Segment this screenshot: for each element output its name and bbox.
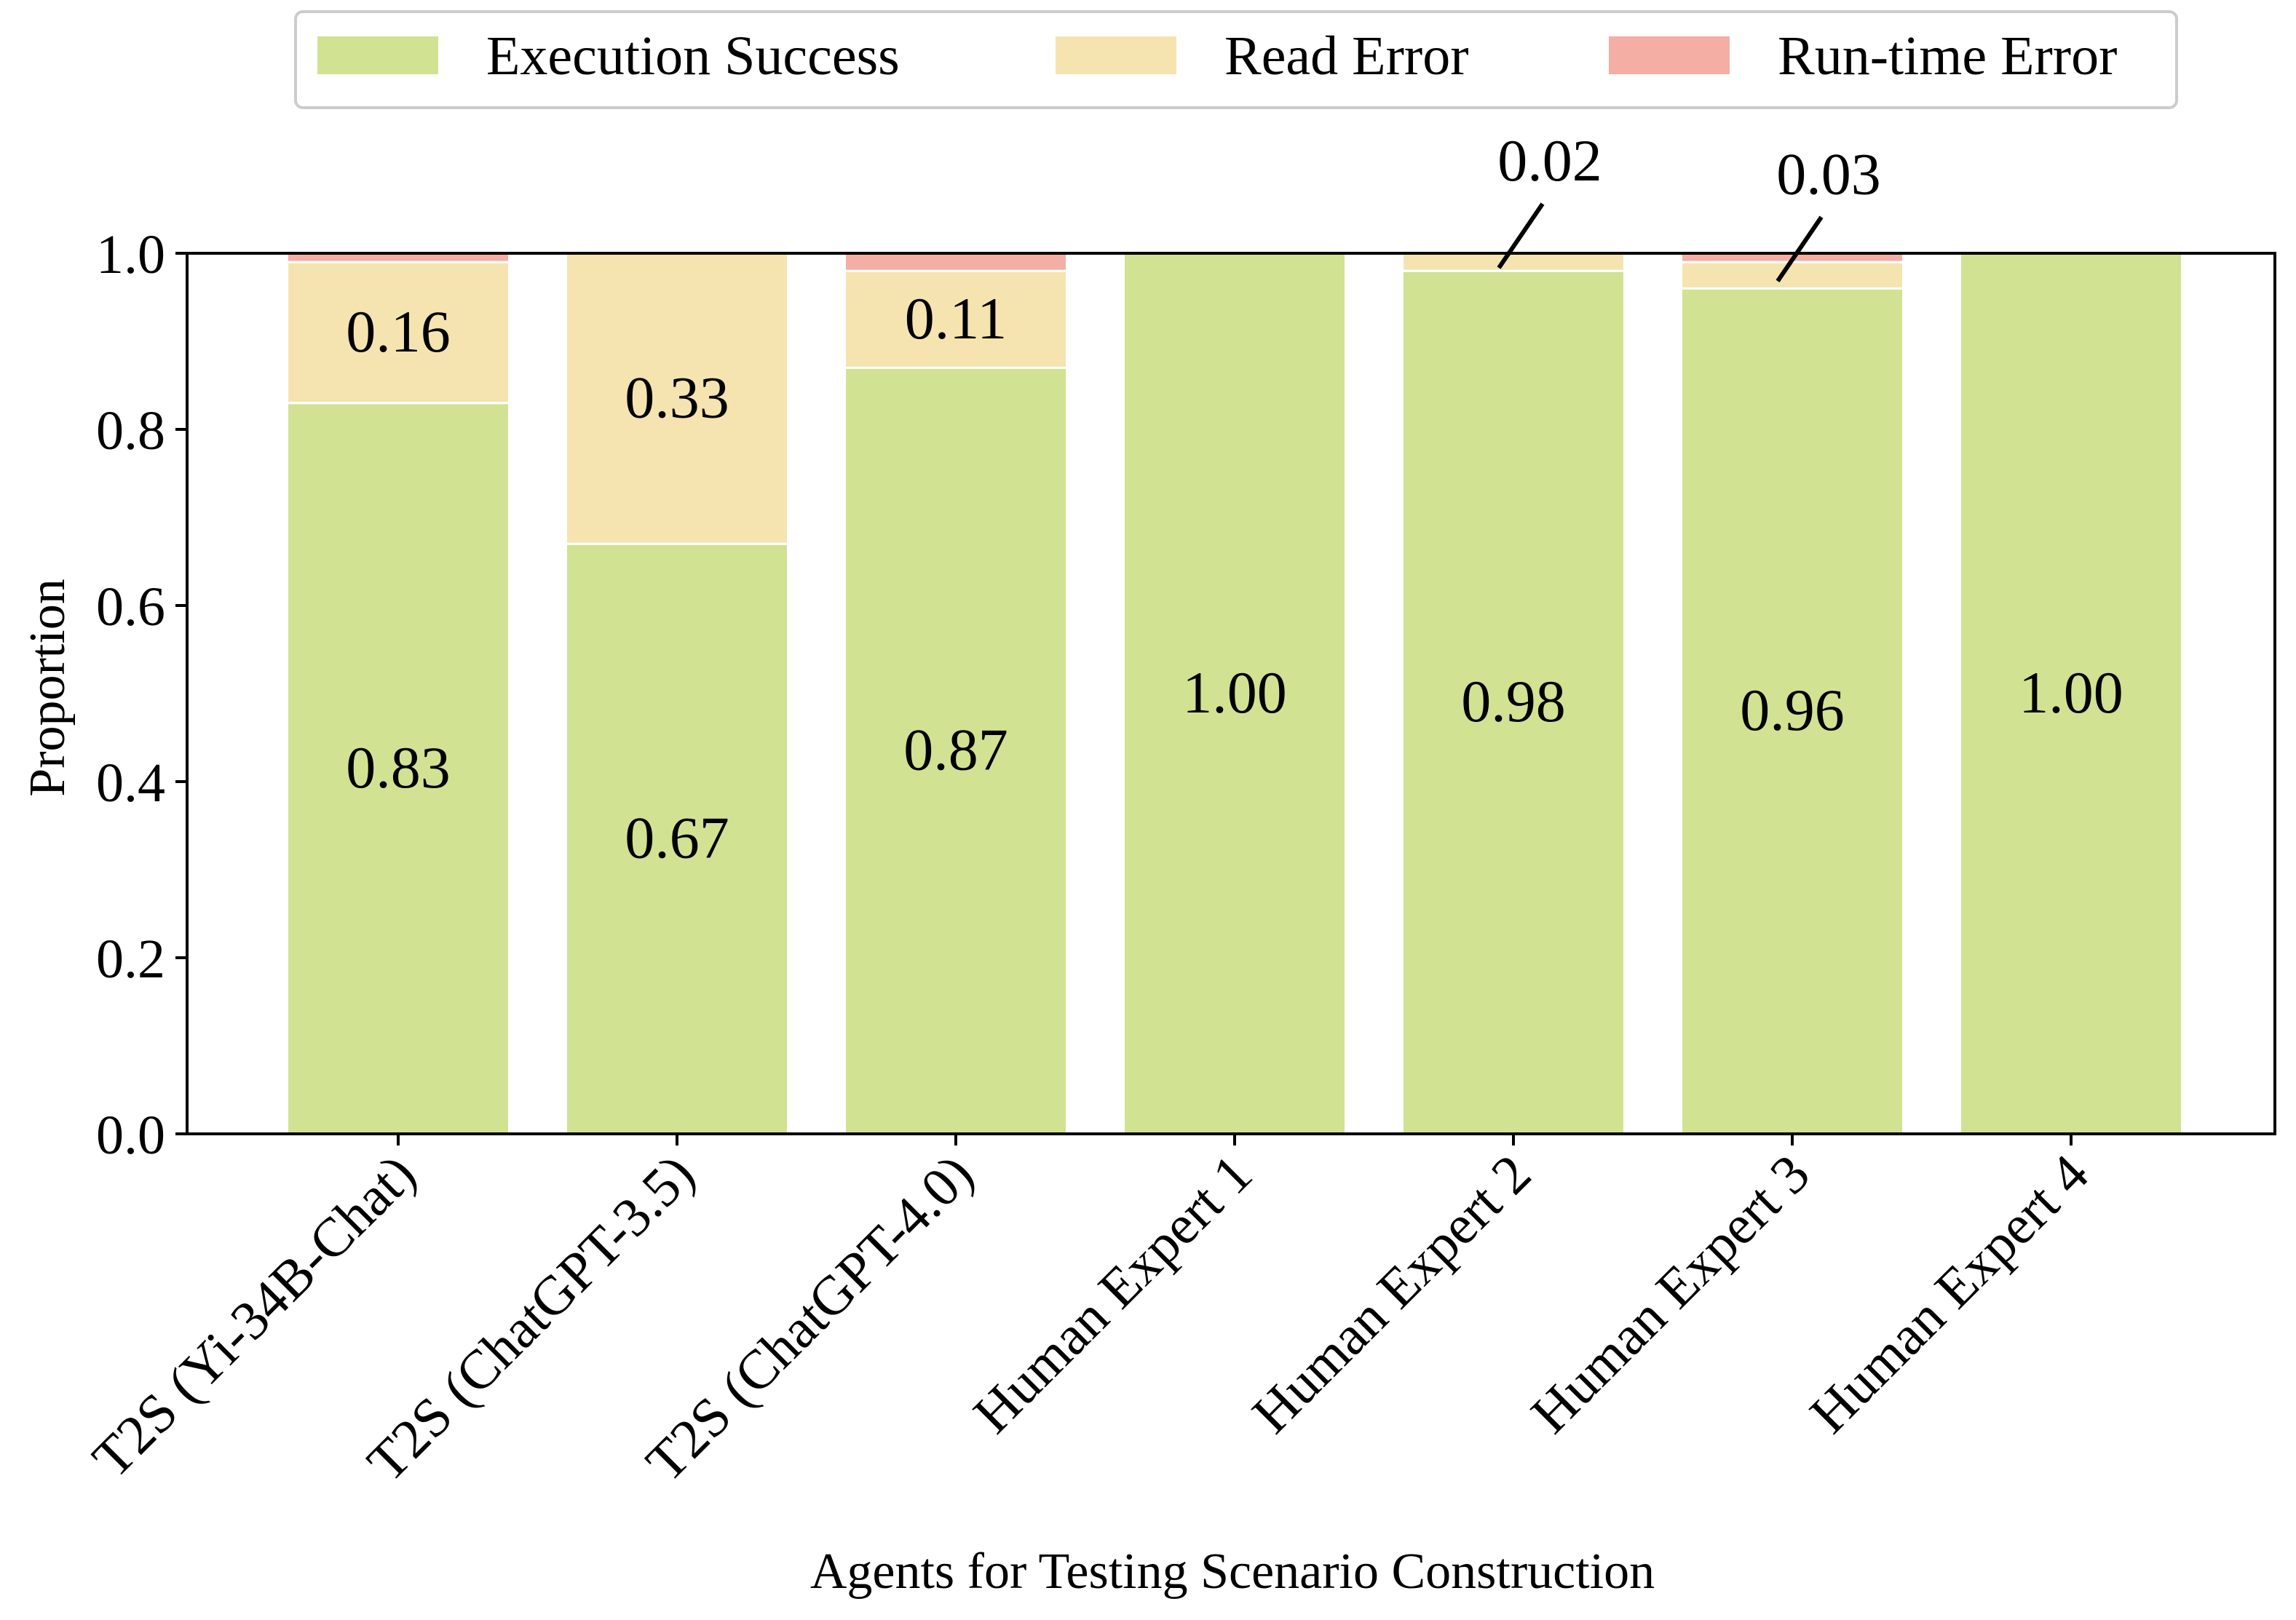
label-success-3: 1.00	[1182, 659, 1287, 726]
callout-line-4	[1497, 202, 1545, 269]
label-success-2: 0.87	[903, 717, 1008, 783]
bar-execution-success-6	[1959, 252, 2183, 1135]
bar-execution-success-5	[1680, 287, 1904, 1135]
label-success-5: 0.96	[1740, 677, 1845, 743]
bar-execution-success-2	[844, 366, 1068, 1135]
legend-swatch-2	[1609, 36, 1730, 74]
bar-execution-success-1	[565, 542, 789, 1135]
legend-swatch-1	[1056, 36, 1176, 74]
x-tick-label-4: Human Expert 2	[1240, 1143, 1543, 1445]
y-tick-label-0: 0.0	[96, 1105, 165, 1166]
legend-box	[294, 10, 2178, 109]
y-tick-label-4: 0.8	[96, 400, 165, 461]
y-axis-label: Proportion	[20, 579, 76, 796]
x-tick-label-5: Human Expert 3	[1519, 1143, 1821, 1445]
plot-frame	[186, 252, 2276, 1135]
label-success-6: 1.00	[2019, 659, 2123, 726]
bars	[286, 252, 2183, 1135]
bar-execution-success-0	[286, 402, 510, 1135]
x-axis-label: Agents for Testing Scenario Construction	[810, 1544, 1655, 1600]
y-tick-label-1: 0.2	[96, 929, 165, 990]
y-tick-label-5: 1.0	[96, 224, 165, 285]
callout-line-5	[1776, 215, 1824, 282]
legend: Execution Success Read Error Run-time Erro…	[294, 10, 2178, 109]
bar-read-error-2	[844, 269, 1068, 369]
y-tick-label-3: 0.6	[96, 576, 165, 638]
data-labels: 0.83 0.16 0.67 0.33 0.87 0.11 1.00 0.98 0.02 0.96…	[346, 127, 2123, 871]
label-success-4: 0.98	[1461, 668, 1566, 734]
label-read-error-0: 0.16	[346, 298, 451, 365]
legend-swatch-0	[317, 36, 438, 74]
label-read-error-5: 0.03	[1776, 140, 1881, 207]
label-success-0: 0.83	[346, 734, 451, 801]
legend-label-2: Run-time Error	[1778, 25, 2117, 87]
bar-read-error-5	[1680, 261, 1904, 290]
label-read-error-1: 0.33	[625, 365, 729, 431]
x-tick-label-3: Human Expert 1	[962, 1143, 1264, 1445]
legend-label-0: Execution Success	[486, 25, 900, 87]
x-tick-label-6: Human Expert 4	[1798, 1143, 2100, 1445]
bar-read-error-4	[1401, 252, 1626, 272]
label-success-1: 0.67	[625, 805, 729, 871]
y-tick-label-2: 0.4	[96, 753, 165, 814]
legend-label-1: Read Error	[1224, 25, 1469, 87]
bar-run-time-error-2	[844, 252, 1068, 272]
label-read-error-4: 0.02	[1497, 127, 1602, 194]
label-read-error-2: 0.11	[905, 285, 1007, 352]
bar-execution-success-3	[1123, 252, 1347, 1135]
